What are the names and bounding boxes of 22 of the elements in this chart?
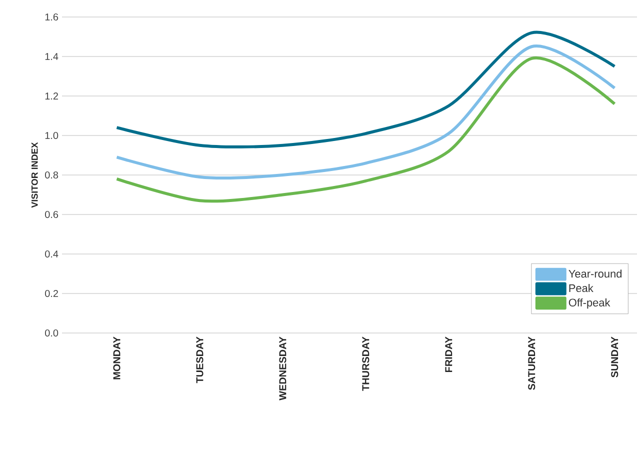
y-tick-label: 1.2 [45, 92, 58, 100]
x-tick-label: WEDNESDAY [279, 336, 286, 400]
x-tick-label: TUESDAY [196, 336, 204, 384]
x-tick-label: SATURDAY [528, 336, 536, 390]
y-tick-label: 0.0 [45, 329, 58, 337]
legend-label: Off-peak [568, 298, 610, 309]
y-tick-label: 1.6 [45, 13, 58, 21]
y-tick-label: 1.0 [45, 132, 58, 140]
y-tick-label: 0.2 [45, 290, 58, 298]
y-tick-label: 0.6 [45, 210, 58, 218]
y-tick-label: 0.4 [45, 250, 58, 258]
y-tick-label: 0.8 [45, 171, 58, 179]
line-series [115, 44, 616, 180]
x-tick-label: SUNDAY [611, 336, 618, 378]
legend-label: Year-round [568, 270, 622, 278]
x-tick-label: FRIDAY [445, 336, 452, 372]
legend-label: Peak [569, 284, 594, 292]
x-tick-label: THURSDAY [362, 336, 370, 391]
line-series [115, 56, 616, 203]
y-tick-label: 1.4 [45, 53, 58, 60]
x-tick-label: MONDAY [113, 336, 120, 380]
y-axis-title: VISITOR INDEX [31, 142, 38, 208]
